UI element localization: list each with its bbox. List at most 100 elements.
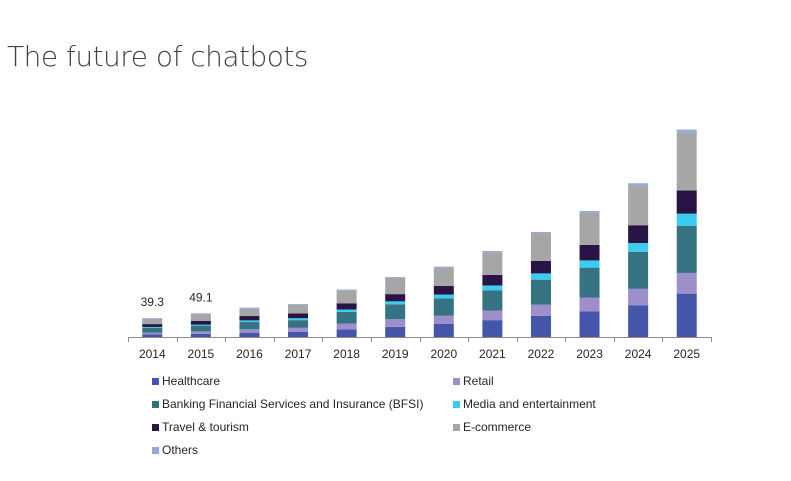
- bar-healthcare-2022: [530, 315, 551, 337]
- bar-e-commerce-2019: [385, 277, 406, 295]
- legend-swatch: [152, 446, 159, 454]
- bar-retail-2014: [142, 332, 163, 335]
- bar-travel-tourism-2017: [288, 313, 309, 319]
- data-label-2014: 39.3: [141, 295, 165, 309]
- bar-media-and-entertainment-2023: [579, 260, 600, 268]
- bar-others-2014: [142, 318, 163, 319]
- bar-retail-2016: [239, 329, 260, 333]
- bar-e-commerce-2017: [288, 304, 309, 314]
- legend-item-others: Others: [152, 443, 198, 457]
- bar-banking-financial-services-and-insurance-bfsi-2018: [336, 311, 357, 324]
- bar-media-and-entertainment-2022: [530, 273, 551, 280]
- bar-e-commerce-2015: [190, 314, 211, 321]
- bar-banking-financial-services-and-insurance-bfsi-2020: [433, 298, 454, 316]
- bar-others-2021: [482, 251, 503, 253]
- bar-healthcare-2015: [190, 333, 211, 337]
- bar-retail-2020: [433, 315, 454, 324]
- legend-swatch: [152, 423, 159, 431]
- bar-media-and-entertainment-2016: [239, 320, 260, 323]
- bar-travel-tourism-2015: [190, 320, 211, 325]
- legend-label: Banking Financial Services and Insurance…: [162, 397, 424, 411]
- bar-banking-financial-services-and-insurance-bfsi-2014: [142, 327, 163, 333]
- legend-item-e-commerce: E-commerce: [453, 420, 531, 434]
- bar-healthcare-2025: [676, 293, 697, 337]
- bar-e-commerce-2021: [482, 252, 503, 275]
- bar-others-2024: [628, 183, 649, 186]
- legend-label: Travel & tourism: [162, 420, 249, 434]
- bar-e-commerce-2018: [336, 290, 357, 304]
- legend-swatch: [152, 400, 159, 408]
- legend-item-banking-financial-services-and-insurance-bfsi: Banking Financial Services and Insurance…: [152, 397, 423, 411]
- x-tick-label: 2020: [430, 347, 457, 361]
- bar-media-and-entertainment-2014: [142, 326, 163, 328]
- x-tick-label: 2021: [479, 347, 506, 361]
- bar-others-2020: [433, 266, 454, 268]
- legend-label: Healthcare: [162, 374, 221, 388]
- bar-healthcare-2021: [482, 320, 503, 337]
- bar-retail-2023: [579, 297, 600, 312]
- legend-label: Media and entertainment: [463, 397, 596, 411]
- bar-banking-financial-services-and-insurance-bfsi-2024: [628, 251, 649, 289]
- bar-others-2025: [676, 129, 697, 133]
- bar-banking-financial-services-and-insurance-bfsi-2019: [385, 304, 406, 320]
- x-tick-label: 2023: [576, 347, 603, 361]
- x-tick-label: 2016: [236, 347, 263, 361]
- bar-banking-financial-services-and-insurance-bfsi-2017: [288, 320, 309, 328]
- bar-travel-tourism-2014: [142, 324, 163, 327]
- bar-healthcare-2024: [628, 305, 649, 337]
- x-tick-label: 2015: [188, 347, 215, 361]
- x-tick-group: [128, 337, 712, 342]
- bar-media-and-entertainment-2019: [385, 301, 406, 305]
- bars-group: [142, 129, 697, 337]
- bar-others-2019: [385, 277, 406, 278]
- x-tick-labels: 2014 2015 2016 2017 2018 2019 2020 2021 2022 2023…: [139, 347, 700, 361]
- bar-banking-financial-services-and-insurance-bfsi-2015: [190, 325, 211, 332]
- bar-e-commerce-2022: [530, 233, 551, 261]
- bar-travel-tourism-2019: [385, 294, 406, 302]
- bar-travel-tourism-2020: [433, 285, 454, 295]
- x-tick-label: 2022: [528, 347, 555, 361]
- legend-label: Others: [162, 443, 199, 457]
- x-tick-label: 2024: [625, 347, 652, 361]
- chatbot-market-chart: 2014 2015 2016 2017 2018 2019 2020 2021 2022 2023…: [128, 129, 712, 361]
- bar-healthcare-2019: [385, 326, 406, 337]
- bar-e-commerce-2024: [628, 185, 649, 226]
- bar-others-2016: [239, 307, 260, 309]
- bar-healthcare-2023: [579, 311, 600, 337]
- data-labels: 39.3 49.1: [141, 290, 213, 309]
- bar-others-2023: [579, 211, 600, 213]
- bar-others-2017: [288, 304, 309, 305]
- bar-travel-tourism-2024: [628, 225, 649, 244]
- bar-travel-tourism-2021: [482, 274, 503, 286]
- legend-item-travel-tourism: Travel & tourism: [152, 420, 249, 434]
- bar-retail-2022: [530, 304, 551, 316]
- bar-banking-financial-services-and-insurance-bfsi-2016: [239, 322, 260, 330]
- bar-retail-2019: [385, 319, 406, 327]
- bar-banking-financial-services-and-insurance-bfsi-2025: [676, 225, 697, 273]
- bar-media-and-entertainment-2020: [433, 294, 454, 299]
- legend-item-media-and-entertainment: Media and entertainment: [453, 397, 596, 411]
- bar-retail-2018: [336, 323, 357, 330]
- bar-media-and-entertainment-2018: [336, 309, 357, 312]
- bar-travel-tourism-2016: [239, 316, 260, 321]
- legend-swatch: [453, 377, 460, 385]
- bar-others-2018: [336, 289, 357, 291]
- bar-media-and-entertainment-2025: [676, 213, 697, 226]
- bar-healthcare-2016: [239, 332, 260, 337]
- legend-item-retail: Retail: [453, 374, 494, 388]
- bar-retail-2024: [628, 288, 649, 306]
- bar-travel-tourism-2018: [336, 303, 357, 310]
- legend-label: E-commerce: [463, 420, 532, 434]
- bar-healthcare-2018: [336, 329, 357, 337]
- bar-retail-2015: [190, 331, 211, 334]
- bar-travel-tourism-2023: [579, 244, 600, 261]
- bar-media-and-entertainment-2021: [482, 285, 503, 291]
- x-tick-label: 2017: [285, 347, 312, 361]
- bar-media-and-entertainment-2024: [628, 243, 649, 252]
- bar-e-commerce-2025: [676, 132, 697, 191]
- bar-healthcare-2020: [433, 323, 454, 337]
- x-tick-label: 2019: [382, 347, 409, 361]
- bar-banking-financial-services-and-insurance-bfsi-2023: [579, 267, 600, 298]
- x-tick-label: 2025: [673, 347, 700, 361]
- bar-others-2015: [190, 313, 211, 315]
